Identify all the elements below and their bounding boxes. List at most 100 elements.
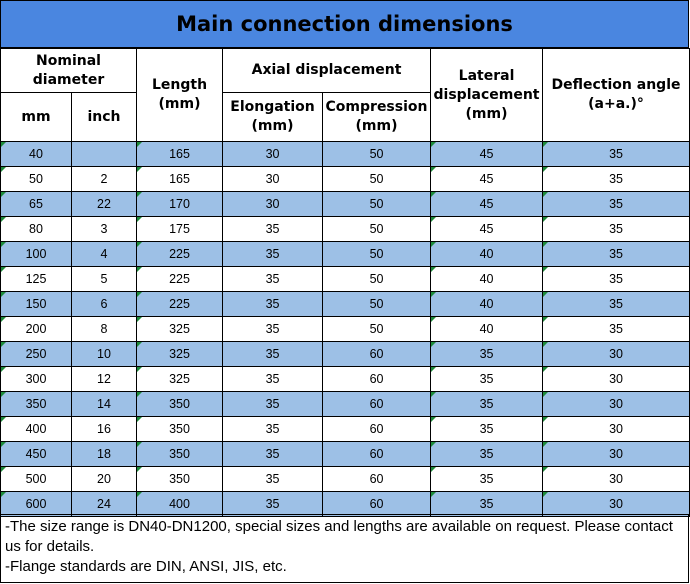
cell-elongation: 35 bbox=[222, 241, 324, 267]
cell-inch: 18 bbox=[70, 441, 138, 467]
cell-elongation: 35 bbox=[222, 266, 324, 292]
cell-deflection: 30 bbox=[542, 466, 690, 492]
cell-mm: 600 bbox=[0, 491, 72, 517]
cell-mm: 40 bbox=[0, 141, 72, 167]
cell-lateral: 45 bbox=[430, 141, 544, 167]
cell-mm: 250 bbox=[0, 341, 72, 367]
header-lateral-displacement: Lateral displacement (mm) bbox=[430, 48, 544, 142]
cell-deflection: 35 bbox=[542, 216, 690, 242]
cell-elongation: 30 bbox=[222, 166, 324, 192]
table-row: 400 16 350 35 60 35 30 bbox=[0, 416, 690, 442]
cell-elongation: 30 bbox=[222, 191, 324, 217]
table-row: 40 165 30 50 45 35 bbox=[0, 141, 690, 167]
cell-inch: 6 bbox=[70, 291, 138, 317]
cell-elongation: 35 bbox=[222, 491, 324, 517]
cell-deflection: 35 bbox=[542, 316, 690, 342]
cell-compression: 60 bbox=[322, 341, 432, 367]
table-row: 600 24 400 35 60 35 30 bbox=[0, 491, 690, 517]
cell-compression: 60 bbox=[322, 391, 432, 417]
table-row: 80 3 175 35 50 45 35 bbox=[0, 216, 690, 242]
cell-compression: 60 bbox=[322, 366, 432, 392]
cell-mm: 400 bbox=[0, 416, 72, 442]
cell-mm: 125 bbox=[0, 266, 72, 292]
table-row: 150 6 225 35 50 40 35 bbox=[0, 291, 690, 317]
header-compression: Compression (mm) bbox=[322, 92, 432, 142]
cell-lateral: 35 bbox=[430, 416, 544, 442]
cell-elongation: 35 bbox=[222, 441, 324, 467]
table-row: 500 20 350 35 60 35 30 bbox=[0, 466, 690, 492]
cell-lateral: 40 bbox=[430, 316, 544, 342]
cell-inch: 20 bbox=[70, 466, 138, 492]
table-row: 350 14 350 35 60 35 30 bbox=[0, 391, 690, 417]
cell-deflection: 35 bbox=[542, 191, 690, 217]
table-row: 65 22 170 30 50 45 35 bbox=[0, 191, 690, 217]
cell-inch: 14 bbox=[70, 391, 138, 417]
header-nominal-diameter: Nominal diameter bbox=[0, 48, 138, 93]
cell-mm: 65 bbox=[0, 191, 72, 217]
cell-length: 325 bbox=[136, 366, 224, 392]
cell-deflection: 30 bbox=[542, 441, 690, 467]
cell-elongation: 35 bbox=[222, 366, 324, 392]
cell-compression: 60 bbox=[322, 416, 432, 442]
cell-inch: 8 bbox=[70, 316, 138, 342]
cell-length: 175 bbox=[136, 216, 224, 242]
cell-lateral: 45 bbox=[430, 191, 544, 217]
cell-elongation: 35 bbox=[222, 291, 324, 317]
cell-length: 400 bbox=[136, 491, 224, 517]
cell-length: 350 bbox=[136, 466, 224, 492]
cell-mm: 50 bbox=[0, 166, 72, 192]
cell-elongation: 35 bbox=[222, 316, 324, 342]
note-size-range: -The size range is DN40-DN1200, special … bbox=[5, 518, 673, 555]
cell-mm: 300 bbox=[0, 366, 72, 392]
cell-deflection: 30 bbox=[542, 491, 690, 517]
cell-length: 225 bbox=[136, 241, 224, 267]
cell-deflection: 35 bbox=[542, 266, 690, 292]
header-length: Length (mm) bbox=[136, 48, 224, 142]
cell-elongation: 35 bbox=[222, 466, 324, 492]
header-axial-displacement: Axial displacement bbox=[222, 48, 432, 93]
cell-mm: 200 bbox=[0, 316, 72, 342]
cell-deflection: 30 bbox=[542, 391, 690, 417]
cell-compression: 50 bbox=[322, 216, 432, 242]
cell-deflection: 35 bbox=[542, 291, 690, 317]
cell-elongation: 35 bbox=[222, 416, 324, 442]
cell-length: 350 bbox=[136, 416, 224, 442]
cell-inch bbox=[70, 141, 138, 167]
table-row: 250 10 325 35 60 35 30 bbox=[0, 341, 690, 367]
cell-mm: 150 bbox=[0, 291, 72, 317]
cell-deflection: 35 bbox=[542, 141, 690, 167]
cell-deflection: 30 bbox=[542, 416, 690, 442]
table-title: Main connection dimensions bbox=[0, 0, 689, 48]
cell-lateral: 35 bbox=[430, 391, 544, 417]
cell-lateral: 40 bbox=[430, 266, 544, 292]
table-body: 40 165 30 50 45 35 50 2 165 30 50 45 35 65 22 170 30 50 45… bbox=[0, 141, 690, 517]
cell-compression: 60 bbox=[322, 491, 432, 517]
cell-compression: 50 bbox=[322, 241, 432, 267]
cell-length: 350 bbox=[136, 441, 224, 467]
cell-elongation: 35 bbox=[222, 216, 324, 242]
cell-compression: 50 bbox=[322, 191, 432, 217]
table-row: 100 4 225 35 50 40 35 bbox=[0, 241, 690, 267]
cell-lateral: 40 bbox=[430, 291, 544, 317]
header-mm: mm bbox=[0, 92, 72, 142]
cell-mm: 80 bbox=[0, 216, 72, 242]
cell-inch: 24 bbox=[70, 491, 138, 517]
cell-elongation: 30 bbox=[222, 141, 324, 167]
header-deflection-angle: Deflection angle (a+a.)° bbox=[542, 48, 690, 142]
cell-mm: 450 bbox=[0, 441, 72, 467]
header-inch: inch bbox=[70, 92, 138, 142]
cell-compression: 50 bbox=[322, 166, 432, 192]
cell-length: 165 bbox=[136, 166, 224, 192]
header-elongation: Elongation (mm) bbox=[222, 92, 324, 142]
note-flange-standards: -Flange standards are DIN, ANSI, JIS, et… bbox=[5, 558, 287, 575]
cell-lateral: 35 bbox=[430, 441, 544, 467]
table-row: 450 18 350 35 60 35 30 bbox=[0, 441, 690, 467]
cell-length: 170 bbox=[136, 191, 224, 217]
cell-inch: 22 bbox=[70, 191, 138, 217]
cell-inch: 5 bbox=[70, 266, 138, 292]
cell-deflection: 35 bbox=[542, 241, 690, 267]
cell-elongation: 35 bbox=[222, 341, 324, 367]
cell-inch: 3 bbox=[70, 216, 138, 242]
cell-compression: 60 bbox=[322, 466, 432, 492]
